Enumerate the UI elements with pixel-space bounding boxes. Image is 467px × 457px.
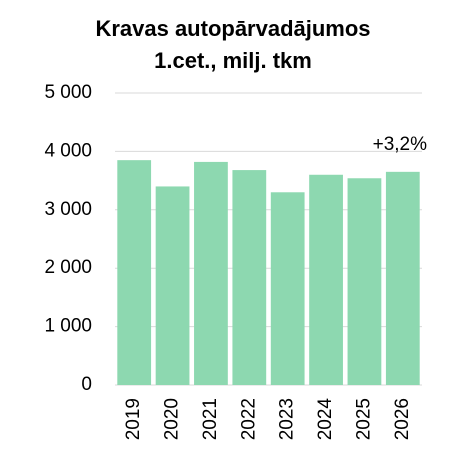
y-tick-label: 2 000 (44, 257, 92, 278)
bar (117, 160, 152, 385)
x-tick-label: 2019 (123, 398, 144, 440)
chart-title: 1.cet., milj. tkm (154, 48, 312, 73)
x-tick-label: 2024 (315, 398, 336, 441)
bar (385, 171, 420, 385)
x-tick-label: 2020 (162, 398, 183, 440)
x-tick-label: 2022 (238, 398, 259, 440)
y-tick-label: 0 (81, 374, 92, 395)
y-tick-label: 5 000 (44, 82, 92, 103)
bar (194, 161, 228, 385)
bar (232, 170, 267, 385)
bar (270, 192, 305, 385)
x-tick-label: 2025 (353, 398, 374, 440)
x-tick-label: 2021 (200, 398, 221, 440)
x-tick-label: 2023 (277, 398, 298, 440)
x-tick-label: 2026 (392, 398, 413, 440)
y-tick-label: 1 000 (44, 316, 92, 337)
bar (309, 174, 343, 385)
annotation: +3,2% (373, 134, 428, 155)
bar (347, 178, 382, 385)
chart-title: Kravas autopārvadājumos (95, 16, 370, 41)
y-tick-label: 4 000 (44, 140, 92, 161)
bar (155, 186, 190, 385)
y-tick-label: 3 000 (44, 199, 92, 220)
